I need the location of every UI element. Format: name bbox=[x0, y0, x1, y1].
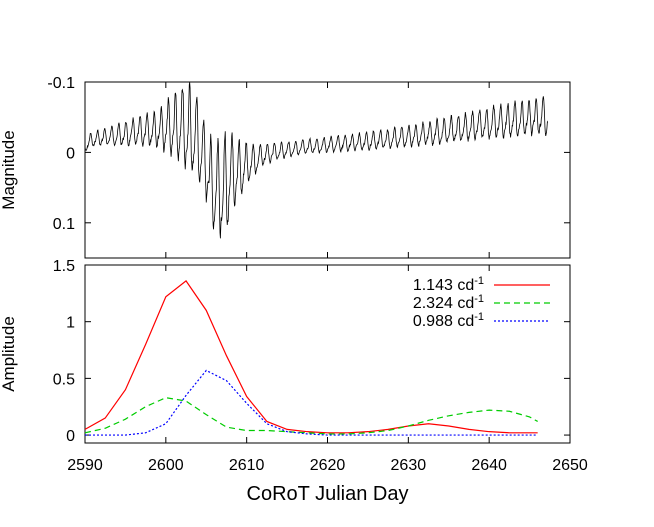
legend-label-1: 1.143 cd-1 bbox=[413, 275, 484, 294]
legend-label-2: 2.324 cd-1 bbox=[413, 293, 484, 312]
magnitude-series-line bbox=[84, 82, 549, 239]
bottom-plot-frame bbox=[84, 264, 571, 444]
x-tick-label: 2630 bbox=[391, 457, 427, 474]
top-panel: -0.1 0 0.1 Magnitude bbox=[0, 75, 571, 259]
bottom-y-tick-label: 0 bbox=[66, 428, 75, 445]
bottom-y-tick-label: 1 bbox=[66, 315, 75, 332]
amplitude-series-line-3 bbox=[85, 369, 538, 436]
x-tick-label: 2640 bbox=[471, 457, 507, 474]
top-y-tick-label: 0 bbox=[66, 145, 75, 162]
x-tick-label: 2600 bbox=[148, 457, 184, 474]
x-tick-label: 2610 bbox=[229, 457, 265, 474]
x-tick-label: 2650 bbox=[552, 457, 588, 474]
top-y-axis-title: Magnitude bbox=[0, 130, 18, 209]
x-tick-label: 2590 bbox=[67, 457, 103, 474]
x-tick-label: 2620 bbox=[310, 457, 346, 474]
x-axis-title: CoRoT Julian Day bbox=[247, 483, 409, 505]
bottom-y-tick-label: 1.5 bbox=[53, 258, 75, 275]
bottom-y-tick-label: 0.5 bbox=[53, 371, 75, 388]
bottom-y-axis-title: Amplitude bbox=[0, 316, 18, 392]
amplitude-series-line-1 bbox=[84, 280, 538, 434]
amplitude-series-line-2 bbox=[84, 397, 538, 435]
top-plot-frame bbox=[84, 81, 571, 259]
top-y-tick-label: -0.1 bbox=[47, 75, 75, 92]
top-y-tick-label: 0.1 bbox=[53, 216, 75, 233]
legend-label-3: 0.988 cd-1 bbox=[413, 311, 484, 330]
bottom-panel: 0 0.5 1 1.5 2590 2600 2610 2620 2630 2640 2650 Ampl… bbox=[0, 258, 588, 474]
